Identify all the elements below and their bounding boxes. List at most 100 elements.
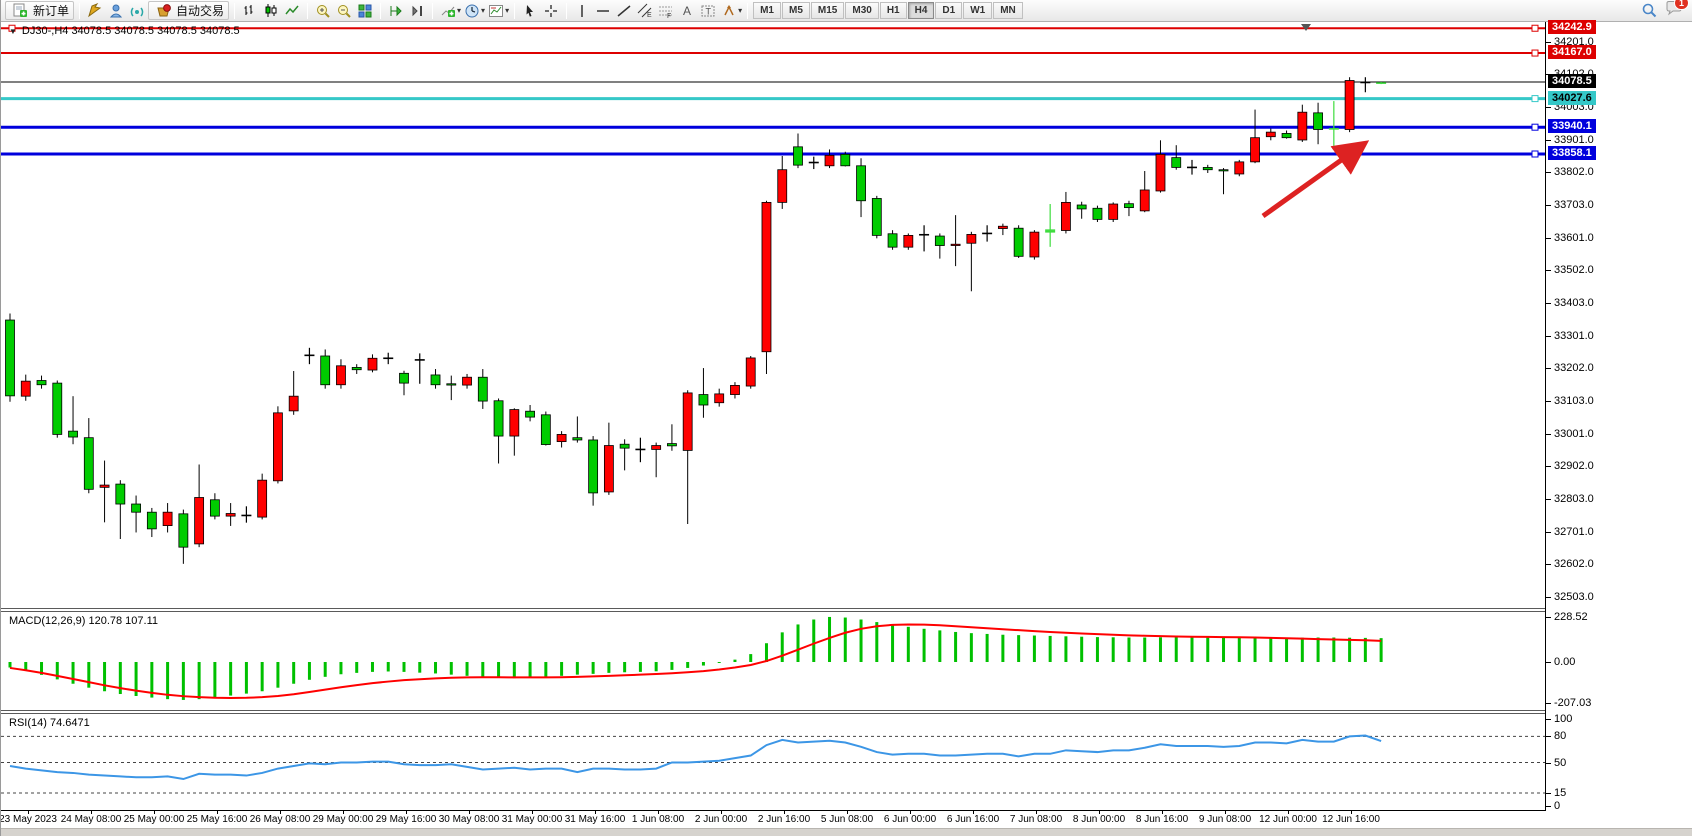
axis-tick-mark	[1546, 702, 1551, 704]
price-axis-label: 32602.0	[1554, 558, 1594, 571]
pane-separator-rsi[interactable]	[1, 710, 1692, 714]
text-label-tool-icon[interactable]: T	[698, 1, 718, 20]
fibonacci-tool-icon[interactable]: F	[656, 1, 676, 20]
toolbar-separator	[380, 2, 382, 19]
signals-icon[interactable]	[127, 1, 147, 20]
price-axis-label: 32902.0	[1554, 460, 1594, 473]
autotrading-button[interactable]: 自动交易	[148, 1, 230, 20]
candle	[730, 382, 740, 399]
notifications-chat-icon[interactable]: 1	[1665, 0, 1689, 21]
candle	[824, 149, 835, 169]
axis-tick-mark	[1546, 238, 1551, 239]
chart-shift-marker[interactable]	[1301, 24, 1311, 31]
hline-handle[interactable]	[1531, 123, 1539, 131]
templates-icon[interactable]	[486, 1, 506, 20]
tf-m15-button[interactable]: M15	[810, 2, 845, 19]
tf-d1-button[interactable]: D1	[935, 2, 963, 19]
candle	[304, 347, 315, 365]
tf-m30-button[interactable]: M30	[845, 2, 879, 19]
periods-clock-icon[interactable]	[462, 1, 482, 20]
candle	[367, 354, 378, 373]
chart-collapse-icon[interactable]: ▼	[9, 26, 17, 36]
tf-h4-button[interactable]: H4	[907, 2, 935, 19]
tf-m5-button[interactable]: M5	[782, 2, 810, 19]
price-level-badge: 34242.9	[1548, 20, 1596, 35]
hline-handle[interactable]	[1531, 150, 1539, 158]
indicators-dropdown-caret[interactable]: ▾	[457, 6, 462, 15]
candle	[36, 375, 47, 389]
tf-w1-button[interactable]: W1	[963, 2, 993, 19]
hline-handle[interactable]	[1531, 49, 1539, 57]
search-icon[interactable]	[1639, 1, 1659, 20]
templates-dropdown-caret[interactable]: ▾	[505, 6, 510, 15]
candle	[1265, 128, 1276, 141]
new-order-label: 新订单	[33, 4, 70, 18]
hline-handle[interactable]	[8, 24, 16, 32]
annotation-red-arrow[interactable]	[1261, 140, 1370, 219]
tf-m1-button[interactable]: M1	[753, 2, 781, 19]
time-axis-label: 12 Jun 16:00	[1322, 814, 1380, 825]
price-level-badge: 34167.0	[1548, 45, 1596, 60]
time-tick-mark	[280, 811, 281, 814]
axis-tick-mark	[1546, 498, 1551, 500]
toolbar-separator	[747, 2, 749, 19]
hline-handle[interactable]	[1531, 24, 1539, 32]
main-price-pane[interactable]	[1, 22, 1545, 608]
periods-dropdown-caret[interactable]: ▾	[481, 6, 486, 15]
tf-mn-button[interactable]: MN	[993, 2, 1023, 19]
market-icon[interactable]	[106, 1, 126, 20]
candle	[288, 371, 299, 415]
price-axis-label: 32803.0	[1554, 492, 1594, 505]
candle	[462, 373, 472, 389]
vertical-line-tool-icon[interactable]	[572, 1, 592, 20]
main-toolbar: 新订单 自动交易	[1, 0, 1692, 22]
arrows-tool-icon[interactable]	[719, 1, 739, 20]
new-order-button[interactable]: 新订单	[5, 1, 75, 20]
time-axis-label: 31 May 00:00	[501, 814, 563, 825]
candle	[1344, 77, 1355, 133]
candle	[588, 436, 599, 506]
tile-windows-icon[interactable]	[355, 1, 375, 20]
svg-text:E: E	[647, 12, 652, 19]
macd-axis-label: 0.00	[1554, 656, 1576, 668]
rsi-label: RSI(14) 74.6471	[9, 717, 90, 729]
cursor-icon[interactable]	[520, 1, 540, 20]
text-tool-icon[interactable]: A	[677, 1, 697, 20]
axis-tick-mark	[1546, 302, 1551, 304]
bar-chart-type-icon[interactable]	[240, 1, 260, 20]
candle	[1061, 191, 1071, 234]
candle	[162, 503, 173, 533]
macd-pane[interactable]	[1, 612, 1545, 710]
time-tick-mark	[406, 811, 407, 814]
candle	[556, 431, 567, 448]
axis-tick-mark	[1546, 400, 1551, 402]
time-axis-label: 29 May 16:00	[375, 814, 437, 825]
toolbar-separator	[514, 2, 516, 19]
zoom-out-icon[interactable]	[334, 1, 354, 20]
horizontal-line-tool-icon[interactable]	[593, 1, 613, 20]
pane-separator-macd[interactable]	[1, 608, 1692, 612]
candle	[745, 355, 756, 389]
crosshair-icon[interactable]	[541, 1, 561, 20]
toolbox-icon[interactable]	[85, 1, 105, 20]
hline-handle[interactable]	[1531, 95, 1539, 103]
chart-shift-icon[interactable]	[407, 1, 427, 20]
arrows-dropdown-caret[interactable]: ▾	[738, 6, 743, 15]
chart-area: ▼ DJ30-,H4 34078.5 34078.5 34078.5 34078…	[1, 20, 1692, 836]
candle	[1124, 200, 1134, 217]
line-chart-type-icon[interactable]	[282, 1, 302, 20]
candlestick-chart-type-icon[interactable]	[261, 1, 281, 20]
trendline-tool-icon[interactable]	[614, 1, 634, 20]
time-axis[interactable]: 23 May 2023 24 May 08:00 25 May 00:00 25 Ma…	[1, 811, 1692, 828]
axis-tick-mark	[1546, 139, 1551, 141]
tf-h1-button[interactable]: H1	[879, 2, 907, 19]
auto-scroll-icon[interactable]	[386, 1, 406, 20]
candle	[856, 158, 866, 218]
rsi-pane[interactable]	[1, 714, 1545, 810]
indicators-icon[interactable]	[438, 1, 458, 20]
equidistant-channel-tool-icon[interactable]: E	[635, 1, 655, 20]
candle	[68, 396, 78, 445]
zoom-in-icon[interactable]	[313, 1, 333, 20]
price-axis[interactable]: 34201.034102.034003.033901.033802.033703…	[1546, 20, 1692, 812]
